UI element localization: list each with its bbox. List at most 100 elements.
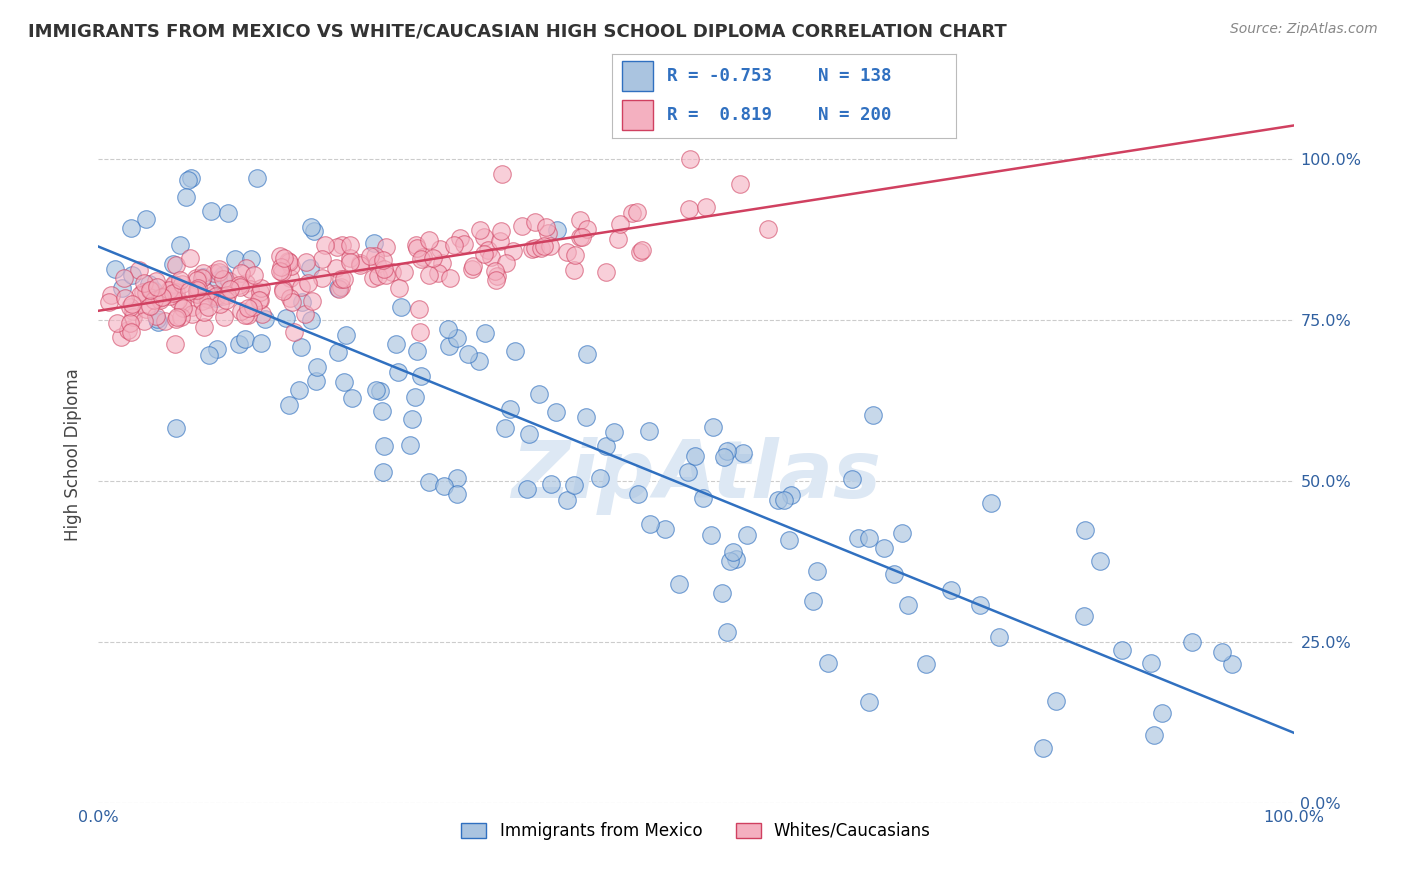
Point — [858, 531, 880, 545]
Point — [180, 170, 202, 185]
Point — [488, 235, 510, 249]
Point — [215, 288, 238, 302]
Point — [291, 294, 314, 309]
Point — [139, 300, 162, 314]
Point — [387, 365, 409, 379]
Point — [858, 695, 880, 709]
Point — [409, 368, 432, 383]
Point — [231, 266, 253, 280]
Point — [359, 249, 381, 263]
Point — [184, 270, 207, 285]
Point — [533, 239, 555, 253]
Point — [721, 545, 744, 559]
Point — [939, 582, 962, 597]
Point — [280, 291, 302, 305]
Point — [273, 282, 295, 296]
Point — [326, 239, 349, 253]
Point — [446, 471, 468, 485]
Point — [446, 487, 468, 501]
Point — [699, 528, 721, 542]
Point — [135, 301, 157, 316]
Point — [540, 477, 562, 491]
Point — [290, 340, 312, 354]
Point — [150, 290, 173, 304]
Point — [177, 284, 200, 298]
Point — [491, 167, 513, 181]
Point — [401, 412, 423, 426]
Point — [290, 280, 312, 294]
Point — [165, 337, 187, 351]
Point — [208, 265, 231, 279]
Point — [120, 325, 142, 339]
Point — [915, 657, 938, 672]
Point — [1211, 645, 1233, 659]
Point — [718, 554, 741, 568]
Point — [375, 268, 398, 283]
Point — [326, 281, 349, 295]
Point — [1032, 740, 1054, 755]
Point — [277, 254, 299, 268]
Point — [987, 630, 1010, 644]
Point — [218, 274, 240, 288]
Point — [897, 598, 920, 612]
Point — [332, 238, 354, 252]
Point — [520, 242, 543, 256]
Point — [453, 236, 475, 251]
Point — [149, 293, 172, 308]
Point — [366, 257, 388, 271]
Point — [485, 269, 508, 284]
Point — [299, 312, 322, 326]
Point — [249, 293, 271, 307]
Point — [373, 261, 395, 276]
Point — [159, 289, 181, 303]
Point — [728, 177, 751, 191]
Point — [364, 248, 387, 262]
Point — [294, 254, 316, 268]
Point — [294, 307, 316, 321]
Point — [180, 300, 202, 314]
Point — [332, 272, 354, 286]
Point — [114, 291, 136, 305]
Point — [193, 305, 215, 319]
Point — [134, 314, 156, 328]
Point — [200, 204, 222, 219]
Point — [349, 255, 371, 269]
Point — [129, 288, 152, 302]
Point — [569, 212, 592, 227]
Point — [412, 250, 434, 264]
Point — [716, 624, 738, 639]
Point — [181, 307, 204, 321]
Point — [735, 528, 758, 542]
Point — [484, 264, 506, 278]
Point — [468, 223, 491, 237]
Point — [517, 427, 540, 442]
Point — [713, 450, 735, 464]
Point — [193, 319, 215, 334]
Point — [538, 239, 561, 253]
Point — [546, 223, 568, 237]
Point — [330, 280, 353, 294]
Point — [110, 330, 132, 344]
Point — [564, 247, 586, 261]
Point — [495, 256, 517, 270]
Point — [238, 301, 260, 315]
Point — [166, 293, 188, 307]
Point — [142, 283, 165, 297]
Point — [510, 219, 533, 233]
Point — [117, 322, 139, 336]
Bar — [621, 100, 652, 130]
Point — [695, 200, 717, 214]
Point — [186, 287, 208, 301]
Point — [426, 266, 449, 280]
Point — [335, 327, 357, 342]
Point — [418, 475, 440, 490]
Point — [97, 295, 120, 310]
Point — [562, 262, 585, 277]
Point — [374, 239, 396, 253]
Point — [1143, 728, 1166, 742]
Point — [371, 465, 394, 479]
Point — [214, 293, 236, 307]
Point — [162, 285, 184, 300]
Point — [283, 325, 305, 339]
Point — [437, 322, 460, 336]
